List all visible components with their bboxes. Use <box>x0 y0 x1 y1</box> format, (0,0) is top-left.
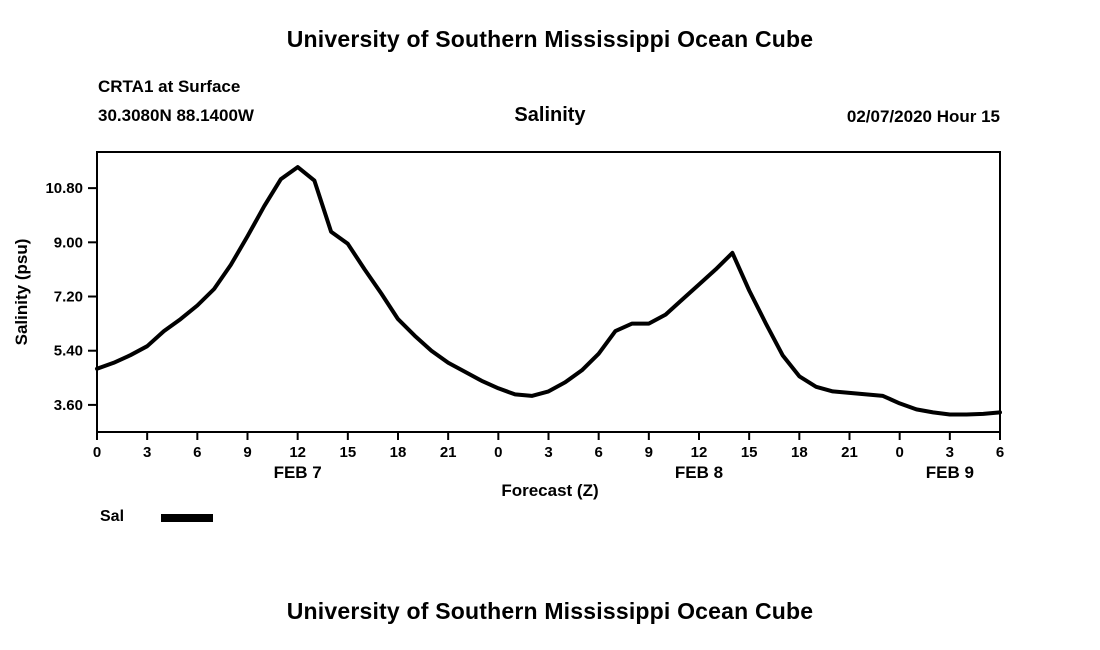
station-coordinates: 30.3080N 88.1400W <box>98 106 254 125</box>
y-tick-label: 9.00 <box>54 234 83 251</box>
x-date-label: FEB 7 <box>274 463 322 482</box>
model-run-timestamp: 02/07/2020 Hour 15 <box>846 107 1000 126</box>
x-date-label: FEB 8 <box>675 463 723 482</box>
legend-label: Sal <box>100 508 125 525</box>
x-date-label: FEB 9 <box>926 463 974 482</box>
y-tick-label: 10.80 <box>45 180 83 197</box>
x-tick-label: 0 <box>494 444 502 461</box>
page-title-top: University of Southern Mississippi Ocean… <box>286 26 814 52</box>
chart-title: Salinity <box>514 104 586 126</box>
salinity-line <box>95 165 1002 417</box>
x-tick-label: 3 <box>143 444 151 461</box>
x-tick-label: 9 <box>243 444 251 461</box>
y-axis-ticks: 3.60 5.40 7.20 9.00 10.80 <box>45 180 97 414</box>
x-tick-label: 12 <box>691 444 708 461</box>
y-axis-title: Salinity (psu) <box>12 239 31 346</box>
x-tick-label: 6 <box>996 444 1004 461</box>
legend-line-swatch <box>161 514 213 522</box>
x-tick-label: 6 <box>594 444 602 461</box>
x-tick-label: 12 <box>289 444 306 461</box>
x-tick-label: 15 <box>339 444 356 461</box>
x-tick-label: 18 <box>390 444 407 461</box>
x-tick-label: 3 <box>946 444 954 461</box>
x-tick-label: 15 <box>741 444 758 461</box>
x-tick-label: 18 <box>791 444 808 461</box>
x-tick-label: 21 <box>841 444 858 461</box>
x-tick-label: 9 <box>645 444 653 461</box>
x-axis-ticks: 0 3 6 9 12 15 18 21 0 3 6 9 12 15 18 21 0 3 6 <box>93 432 1004 461</box>
x-tick-label: 6 <box>193 444 201 461</box>
x-tick-label: 3 <box>544 444 552 461</box>
y-tick-label: 7.20 <box>54 289 83 306</box>
x-tick-label: 21 <box>440 444 457 461</box>
y-tick-label: 5.40 <box>54 343 83 360</box>
date-labels: FEB 7 FEB 8 FEB 9 <box>274 463 974 482</box>
station-name: CRTA1 at Surface <box>98 77 241 96</box>
y-tick-label: 3.60 <box>54 397 83 414</box>
x-tick-label: 0 <box>895 444 903 461</box>
x-axis-title: Forecast (Z) <box>501 481 599 500</box>
x-tick-label: 0 <box>93 444 101 461</box>
data-series <box>95 165 1002 417</box>
page-title-bottom: University of Southern Mississippi Ocean… <box>286 598 814 624</box>
